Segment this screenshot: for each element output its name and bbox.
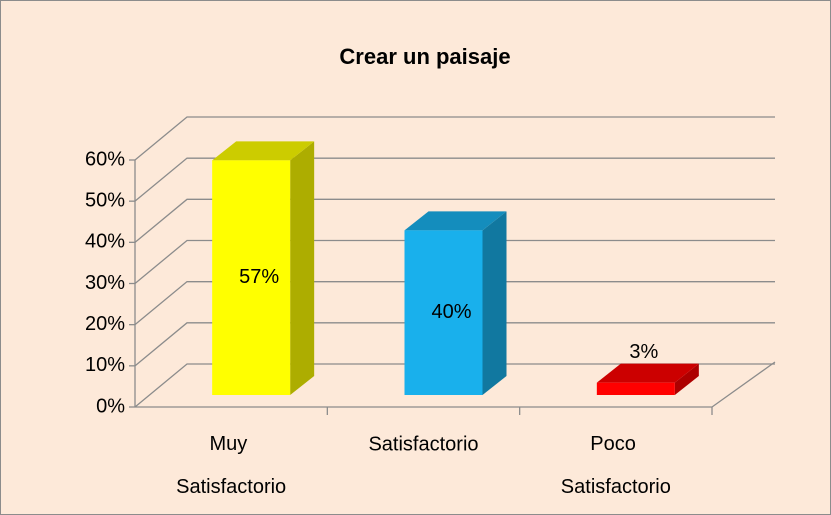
bar-side — [290, 141, 315, 395]
data-label: 40% — [431, 301, 471, 323]
bar — [596, 382, 675, 395]
x-tick-label: Satisfactorio — [368, 433, 478, 455]
grid-line — [134, 322, 775, 367]
data-label: 3% — [629, 341, 658, 363]
y-tick-label: 50% — [85, 189, 125, 211]
y-tick-label: 20% — [85, 313, 125, 335]
y-tick-label: 0% — [96, 395, 125, 417]
grid-line — [134, 198, 775, 243]
x-tick-label: Poco Satisfactorio — [561, 433, 671, 498]
chart-title: Crear un paisaje — [339, 44, 510, 69]
grid-line — [134, 363, 775, 408]
bar-side — [482, 211, 507, 395]
bar — [212, 160, 291, 395]
grid-line — [134, 281, 775, 326]
y-tick-label: 30% — [85, 272, 125, 294]
data-label: 57% — [239, 266, 279, 288]
grid-line — [134, 239, 775, 285]
bar — [404, 230, 483, 395]
y-tick-label: 10% — [85, 354, 125, 376]
x-tick-label: Muy Satisfactorio — [176, 433, 286, 498]
grid-line — [134, 157, 775, 202]
bar-side — [674, 363, 699, 395]
bar-top — [212, 141, 315, 161]
y-tick-label: 60% — [85, 148, 125, 170]
bar-top — [404, 211, 507, 231]
bar-top — [596, 363, 699, 383]
y-tick-label: 40% — [85, 231, 125, 253]
grid-line — [134, 116, 775, 161]
